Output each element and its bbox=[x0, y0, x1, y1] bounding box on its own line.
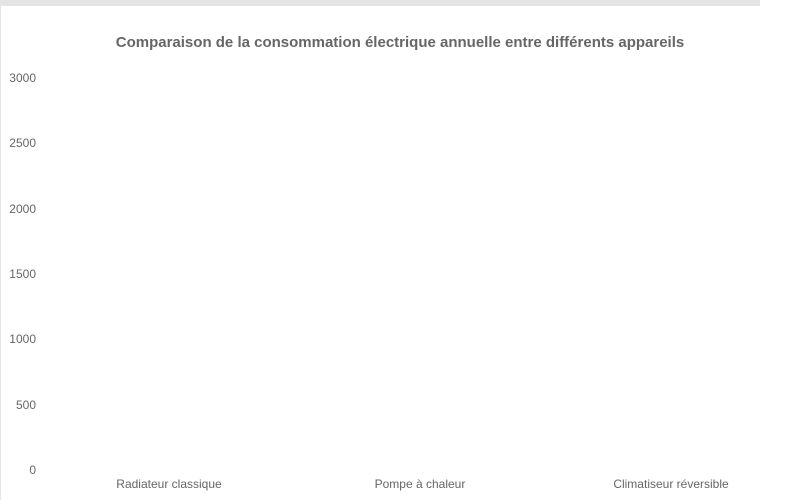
x-gridline bbox=[0, 6, 1, 406]
y-gridline bbox=[0, 2, 760, 3]
y-tick-label: 500 bbox=[15, 398, 36, 412]
y-gridline bbox=[0, 4, 760, 5]
y-tick-label: 3000 bbox=[9, 71, 36, 85]
x-gridline bbox=[0, 406, 1, 500]
y-tick-label: 2500 bbox=[9, 136, 36, 150]
y-gridline bbox=[0, 5, 760, 6]
x-tick-label: Climatiseur réversible bbox=[613, 477, 729, 491]
x-tick-label: Pompe à chaleur bbox=[374, 477, 466, 491]
y-gridline bbox=[0, 3, 760, 4]
y-tick-label: 0 bbox=[29, 463, 36, 477]
y-gridline bbox=[0, 0, 760, 1]
y-tick-label: 1500 bbox=[9, 267, 36, 281]
y-tick-label: 1000 bbox=[9, 332, 36, 346]
y-tick-label: 2000 bbox=[9, 202, 36, 216]
x-tick-label: Radiateur classique bbox=[116, 477, 222, 491]
chart-title: Comparaison de la consommation électriqu… bbox=[115, 34, 685, 51]
y-gridline bbox=[0, 1, 760, 2]
